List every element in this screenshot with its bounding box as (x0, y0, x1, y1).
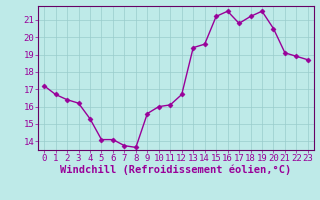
X-axis label: Windchill (Refroidissement éolien,°C): Windchill (Refroidissement éolien,°C) (60, 165, 292, 175)
